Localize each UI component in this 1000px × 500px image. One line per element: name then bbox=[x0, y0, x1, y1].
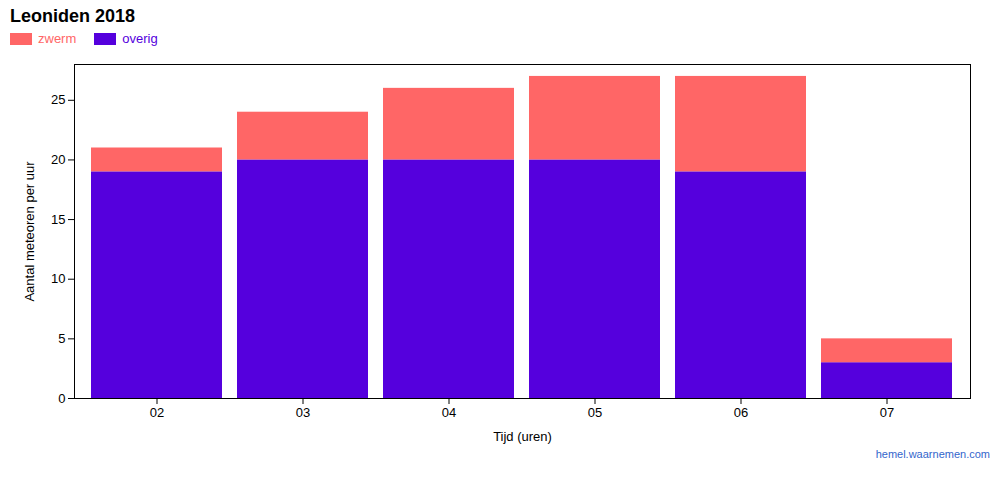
svg-text:10: 10 bbox=[51, 271, 65, 286]
svg-text:Tijd (uren): Tijd (uren) bbox=[493, 429, 552, 444]
svg-text:05: 05 bbox=[588, 405, 602, 420]
svg-text:Aantal meteoren per uur: Aantal meteoren per uur bbox=[22, 161, 37, 302]
svg-text:25: 25 bbox=[51, 92, 65, 107]
svg-text:02: 02 bbox=[150, 405, 164, 420]
html-text:overig: overig bbox=[122, 31, 158, 46]
svg-text:20: 20 bbox=[51, 152, 65, 167]
svg-text:06: 06 bbox=[734, 405, 748, 420]
svg-text:0: 0 bbox=[58, 391, 65, 406]
svg-text:15: 15 bbox=[51, 212, 65, 227]
html-text:hemel.waarnemen.com: hemel.waarnemen.com bbox=[875, 448, 990, 460]
svg-text:03: 03 bbox=[296, 405, 310, 420]
svg-text:04: 04 bbox=[442, 405, 456, 420]
svg-text:5: 5 bbox=[58, 331, 65, 346]
svg-text:07: 07 bbox=[880, 405, 894, 420]
html-text:Leoniden 2018: Leoniden 2018 bbox=[10, 6, 135, 26]
html-text:zwerm: zwerm bbox=[38, 31, 77, 46]
